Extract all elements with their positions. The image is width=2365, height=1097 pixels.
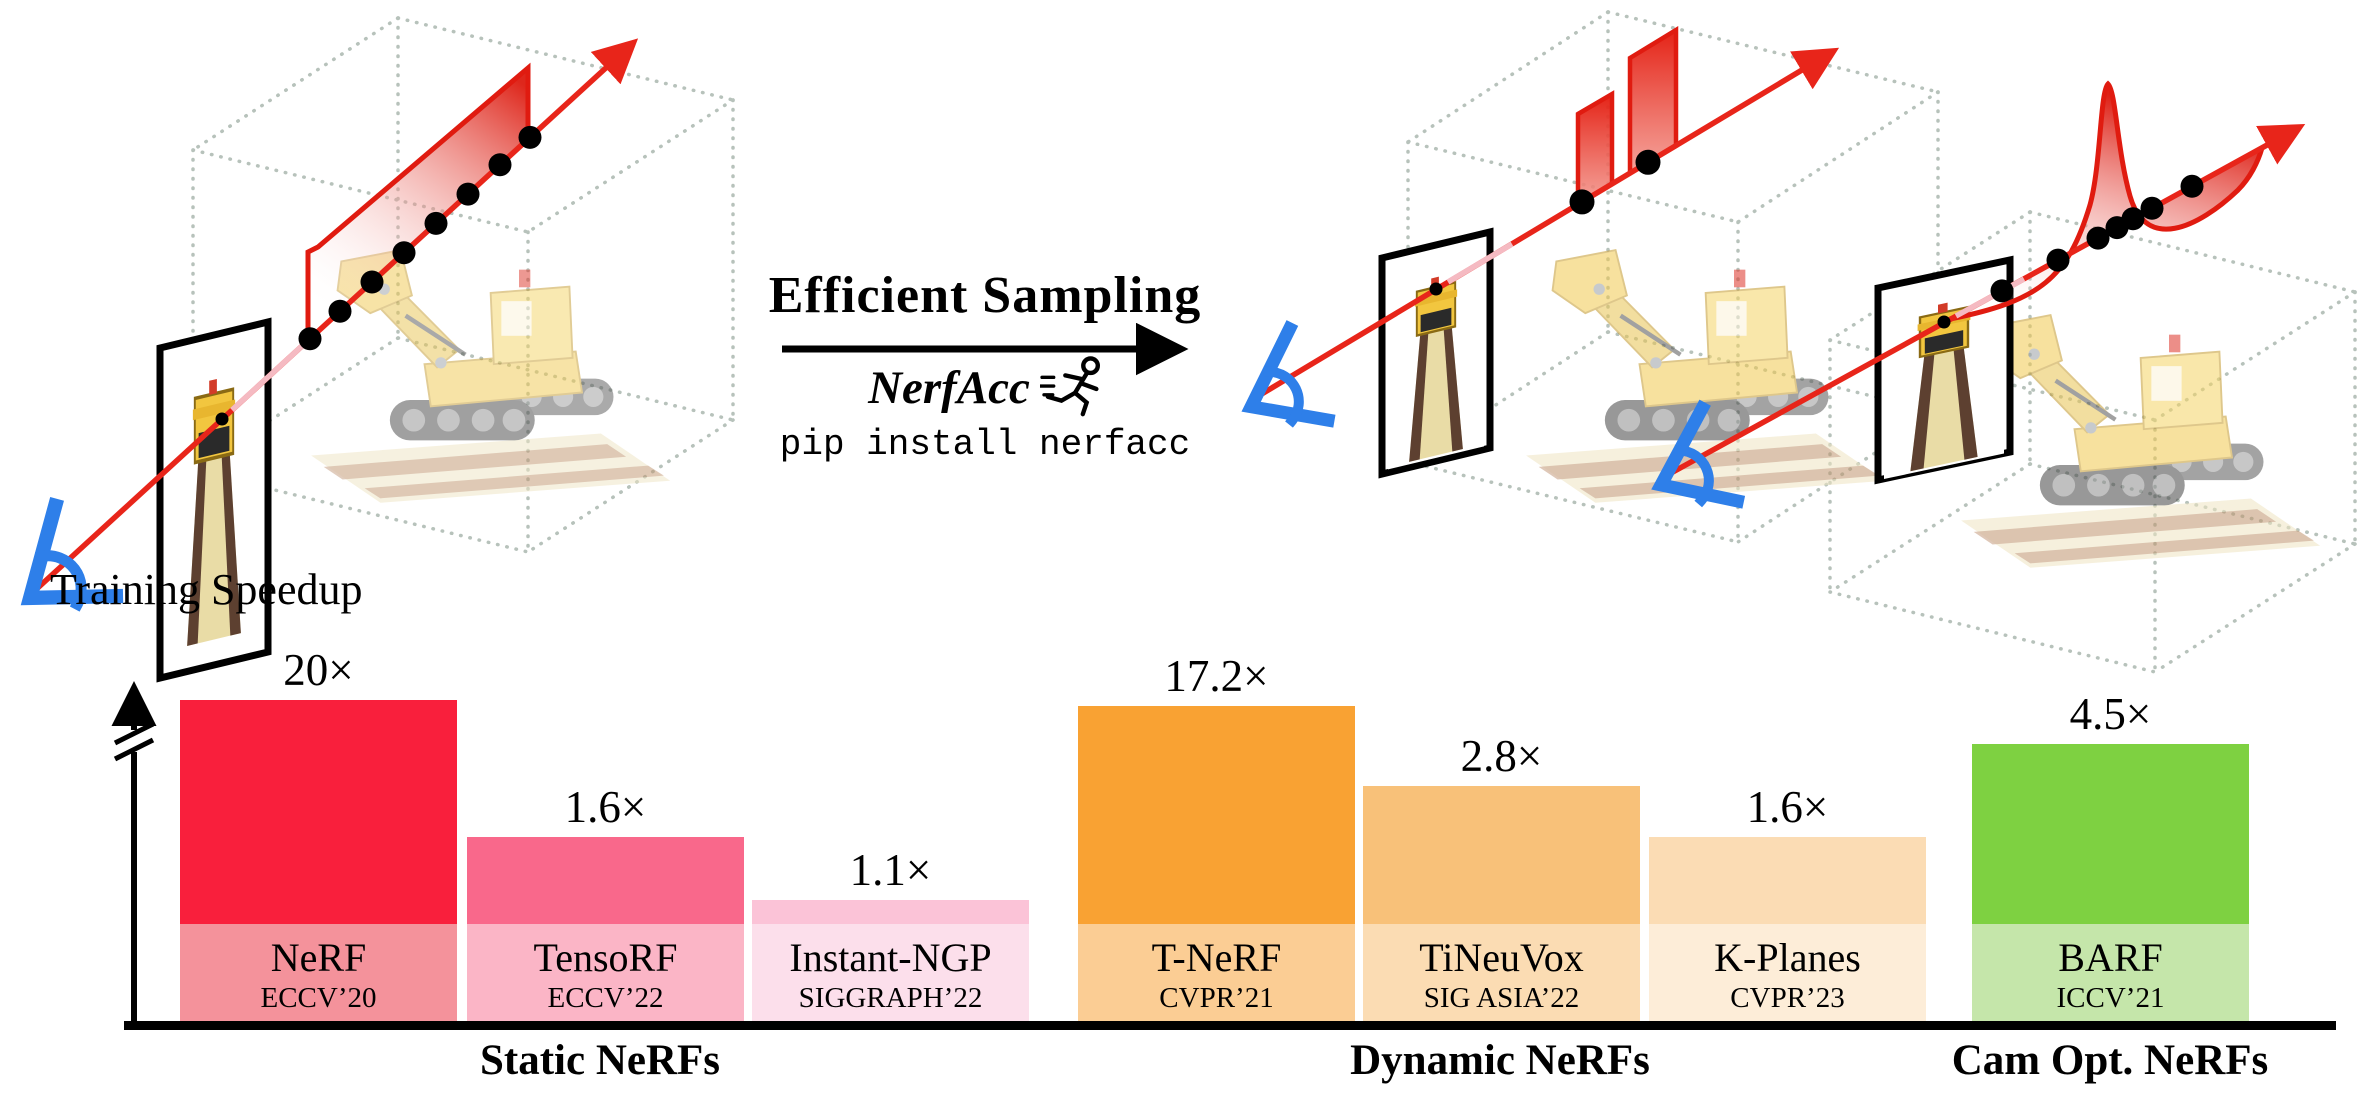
bar-base: TensoRF ECCV’22 [467,924,744,1026]
bar-base: TiNeuVox SIG ASIA’22 [1363,924,1640,1026]
bar-base: BARF ICCV’21 [1972,924,2249,1026]
ray-near-segment-right [1954,276,2026,319]
bar-fill [1078,706,1355,924]
sample-point [2121,207,2145,231]
bar-method: TensoRF [533,935,678,980]
bar-method: K-Planes [1714,935,1861,980]
bar-fill [180,700,457,924]
bar-fill [752,900,1029,924]
sample-point [424,211,448,235]
bar-value: 17.2× [1164,651,1269,701]
sample-point [456,182,480,206]
pixel-dot-right [1937,315,1951,329]
bar-base: K-Planes CVPR’23 [1649,924,1926,1026]
bar-method: TiNeuVox [1419,935,1584,980]
group-label: Cam Opt. NeRFs [1951,1037,2269,1084]
bar-value: 4.5× [2069,689,2152,739]
bar-fill [1972,744,2249,924]
pixel-dot-left [215,412,229,426]
arrow-label: Efficient Sampling [768,267,1202,324]
bar-method: BARF [2058,935,2163,980]
camera-ray-middle [1253,47,1840,401]
bar-venue: ECCV’22 [547,982,664,1014]
bar-value: 1.1× [849,845,932,895]
bar-base: NeRF ECCV’20 [180,924,457,1026]
ray-sample-points [298,125,2204,351]
bar-value: 2.8× [1460,731,1543,781]
bar-fill [467,837,744,924]
bar-value: 1.6× [1746,782,1829,832]
bar-base: T-NeRF CVPR’21 [1078,924,1355,1026]
y-axis [111,681,157,1026]
bar-base: Instant-NGP SIGGRAPH’22 [752,924,1029,1026]
sample-point [2180,174,2204,198]
image-plane-left [156,317,272,683]
bar-method: T-NeRF [1151,935,1282,980]
logo-row: NerfAcc [760,356,1220,420]
chart-title: Training Speedup [50,565,363,614]
sample-point [360,270,384,294]
ray-near-segment-middle [1446,241,1514,285]
bar-method: NeRF [270,935,367,980]
bar-venue: CVPR’21 [1159,982,1274,1014]
sample-point [1569,189,1595,215]
pixel-dot-middle [1429,282,1443,296]
sample-point [2140,196,2164,220]
sample-point [1635,149,1661,175]
lego-model-right [1961,315,2320,568]
image-plane-middle [1378,227,1494,479]
x-axis-baseline [124,1021,2336,1030]
group-label: Dynamic NeRFs [1350,1037,1650,1084]
sample-point [2046,248,2070,272]
bar-venue: SIG ASIA’22 [1423,982,1580,1014]
density-profile-step [305,62,531,341]
sample-point [2086,226,2110,250]
bar-venue: SIGGRAPH’22 [798,982,983,1014]
group-label: Static NeRFs [479,1037,721,1084]
sample-point [392,241,416,265]
bar-method: Instant-NGP [789,935,992,980]
bar-fill [1363,786,1640,924]
runner-icon [1039,356,1100,417]
bar-venue: ICCV’21 [2056,982,2165,1014]
sample-point [1990,279,2014,303]
density-profile-pulses [1575,25,1679,208]
ray-near-segment-left [230,343,304,413]
sample-point [328,299,352,323]
sample-point [298,327,322,351]
bar-value: 20× [283,645,354,695]
bar-value: 1.6× [564,782,647,832]
nerfacc-logo: NerfAcc [868,362,1030,414]
install-command: pip install nerfacc [779,424,1191,465]
sample-point [518,125,542,149]
sample-point [488,153,512,177]
bar-fill [1649,837,1926,924]
bar-venue: CVPR’23 [1730,982,1845,1014]
image-plane-right [1874,255,2014,485]
bar-venue: ECCV’20 [260,982,377,1014]
